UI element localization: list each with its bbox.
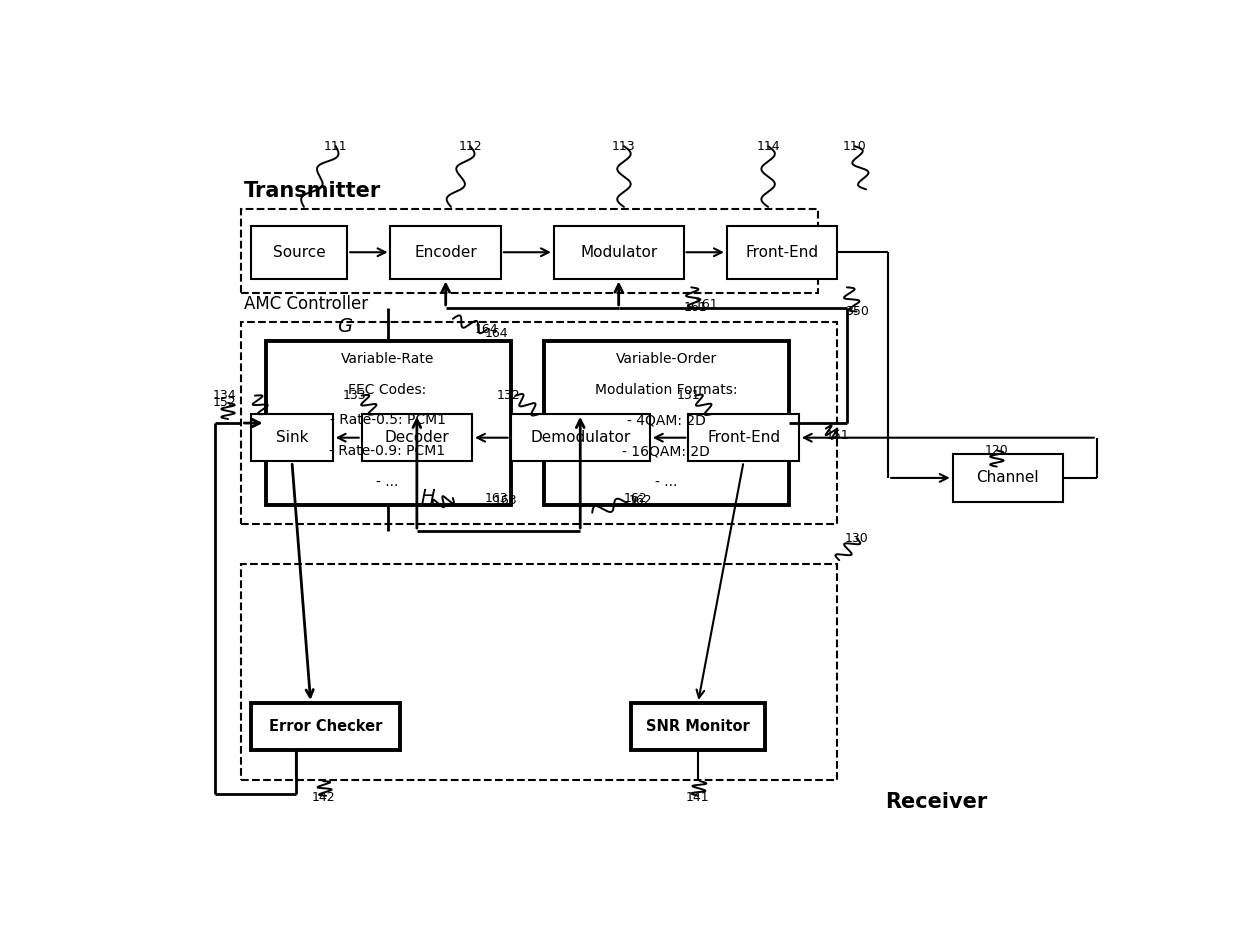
Text: FEC Codes:: FEC Codes:	[348, 383, 427, 397]
Text: - Rate-0.9: PCM1: - Rate-0.9: PCM1	[330, 445, 445, 458]
Text: 151: 151	[826, 429, 849, 443]
Text: 133: 133	[343, 390, 367, 402]
Bar	[727, 226, 837, 278]
Text: SNR Monitor: SNR Monitor	[646, 719, 750, 734]
Text: 114: 114	[756, 140, 780, 153]
Bar	[242, 564, 837, 780]
Text: Sink: Sink	[275, 430, 309, 446]
Text: 141: 141	[686, 791, 709, 805]
Text: 161: 161	[683, 301, 707, 314]
Text: - Rate-0.5: PCM1: - Rate-0.5: PCM1	[330, 413, 445, 428]
Bar	[362, 414, 472, 462]
Text: Encoder: Encoder	[414, 245, 477, 259]
Text: 110: 110	[843, 140, 867, 153]
Text: $\mathbf{\mathit{H}}$: $\mathbf{\mathit{H}}$	[420, 487, 436, 506]
Bar	[242, 322, 837, 523]
Text: Modulation Formats:: Modulation Formats:	[595, 383, 738, 397]
Bar	[250, 414, 332, 462]
Bar	[250, 703, 401, 750]
Text: 111: 111	[324, 140, 347, 153]
Text: Transmitter: Transmitter	[244, 180, 382, 200]
Text: Error Checker: Error Checker	[269, 719, 382, 734]
Bar	[242, 209, 818, 294]
Text: 142: 142	[311, 791, 335, 805]
Bar	[544, 341, 789, 505]
Text: 163: 163	[485, 491, 508, 504]
Text: - ...: - ...	[377, 475, 399, 489]
Bar	[688, 414, 799, 462]
Text: 164: 164	[475, 323, 498, 336]
Text: - 4QAM: 2D: - 4QAM: 2D	[626, 413, 706, 428]
Text: Variable-Rate: Variable-Rate	[341, 352, 434, 366]
Text: 134: 134	[212, 390, 236, 402]
Text: 120: 120	[985, 444, 1008, 457]
Text: Modulator: Modulator	[580, 245, 657, 259]
Text: 350: 350	[844, 305, 868, 318]
Text: 163: 163	[494, 494, 517, 506]
Bar	[265, 341, 511, 505]
Text: Receiver: Receiver	[885, 791, 987, 811]
Text: 112: 112	[459, 140, 482, 153]
Text: 131: 131	[677, 390, 701, 402]
Text: 130: 130	[844, 532, 868, 544]
Bar	[511, 414, 650, 462]
Text: - ...: - ...	[655, 475, 677, 489]
Text: 164: 164	[485, 327, 508, 340]
Text: - 16QAM: 2D: - 16QAM: 2D	[622, 445, 711, 458]
Text: Decoder: Decoder	[384, 430, 449, 446]
Text: 113: 113	[613, 140, 636, 153]
Bar	[631, 703, 765, 750]
Text: 132: 132	[497, 390, 521, 402]
Text: AMC Controller: AMC Controller	[244, 295, 368, 314]
Text: 161: 161	[694, 297, 718, 311]
Text: 162: 162	[629, 494, 652, 506]
Text: $\mathbf{\mathit{G}}$: $\mathbf{\mathit{G}}$	[337, 316, 353, 335]
Text: Source: Source	[273, 245, 326, 259]
Text: 152: 152	[212, 396, 236, 409]
Text: Variable-Order: Variable-Order	[615, 352, 717, 366]
Text: Demodulator: Demodulator	[531, 430, 630, 446]
Bar	[250, 226, 347, 278]
Bar	[391, 226, 501, 278]
Text: Channel: Channel	[977, 470, 1039, 485]
Bar	[952, 454, 1063, 502]
Text: Front-End: Front-End	[707, 430, 780, 446]
Text: Front-End: Front-End	[745, 245, 818, 259]
Text: 162: 162	[624, 491, 647, 504]
Bar	[554, 226, 683, 278]
